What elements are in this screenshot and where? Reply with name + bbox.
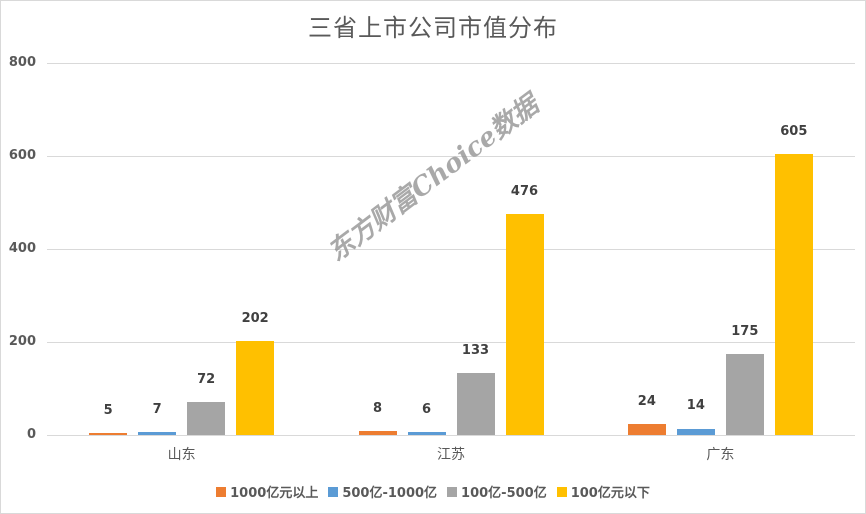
legend-label: 500亿-1000亿 xyxy=(342,486,438,501)
data-label: 202 xyxy=(241,311,269,327)
bar xyxy=(676,428,715,435)
bar xyxy=(89,432,128,435)
data-label: 72 xyxy=(197,371,216,387)
data-label: 605 xyxy=(780,123,808,139)
gridline xyxy=(47,342,855,343)
legend-swatch-icon xyxy=(328,486,339,497)
legend-label: 100亿元以下 xyxy=(570,486,650,501)
bar xyxy=(456,373,495,435)
legend-item: 100亿元以下 xyxy=(556,482,650,501)
bar xyxy=(725,353,764,435)
legend-item: 500亿-1000亿 xyxy=(328,482,437,501)
bar xyxy=(358,431,397,435)
legend-swatch-icon xyxy=(447,486,458,497)
legend-label: 100亿-500亿 xyxy=(461,486,547,501)
gridline xyxy=(47,156,855,157)
gridline xyxy=(47,435,855,436)
data-label: 175 xyxy=(731,323,759,339)
data-label: 7 xyxy=(152,401,162,417)
bar xyxy=(236,341,275,435)
gridline xyxy=(47,249,855,250)
y-tick-label: 400 xyxy=(8,241,36,256)
legend-label: 1000亿元以上 xyxy=(230,486,319,501)
bar xyxy=(774,153,813,435)
bar xyxy=(407,432,446,435)
data-label: 5 xyxy=(103,402,113,418)
data-label: 476 xyxy=(510,183,539,199)
data-label: 24 xyxy=(637,393,656,409)
legend-item: 100亿-500亿 xyxy=(447,482,547,501)
chart-title: 三省上市公司市值分布 xyxy=(308,14,558,42)
bar xyxy=(187,401,226,435)
gridline xyxy=(47,63,855,64)
data-label: 8 xyxy=(372,401,383,417)
y-tick-label: 600 xyxy=(8,148,36,163)
plot-area: 5 7 72 202 8 6 133 476 24 14 175 605 xyxy=(47,63,855,436)
x-category-label: 江苏 xyxy=(437,447,465,463)
y-tick-label: 200 xyxy=(8,334,36,349)
legend-swatch-icon xyxy=(216,486,227,497)
bar xyxy=(138,431,177,435)
legend-item: 1000亿元以上 xyxy=(216,482,318,501)
data-label: 6 xyxy=(421,402,432,418)
x-category-label: 山东 xyxy=(167,447,196,463)
y-tick-label: 0 xyxy=(26,427,36,442)
bar xyxy=(627,423,666,435)
x-category-label: 广东 xyxy=(706,447,735,463)
legend-swatch-icon xyxy=(556,486,567,497)
data-label: 14 xyxy=(686,398,705,414)
data-label: 133 xyxy=(461,343,490,359)
y-tick-label: 800 xyxy=(8,55,36,70)
bar xyxy=(505,213,544,435)
legend: 1000亿元以上 500亿-1000亿 100亿-500亿 100亿元以下 xyxy=(0,482,866,501)
